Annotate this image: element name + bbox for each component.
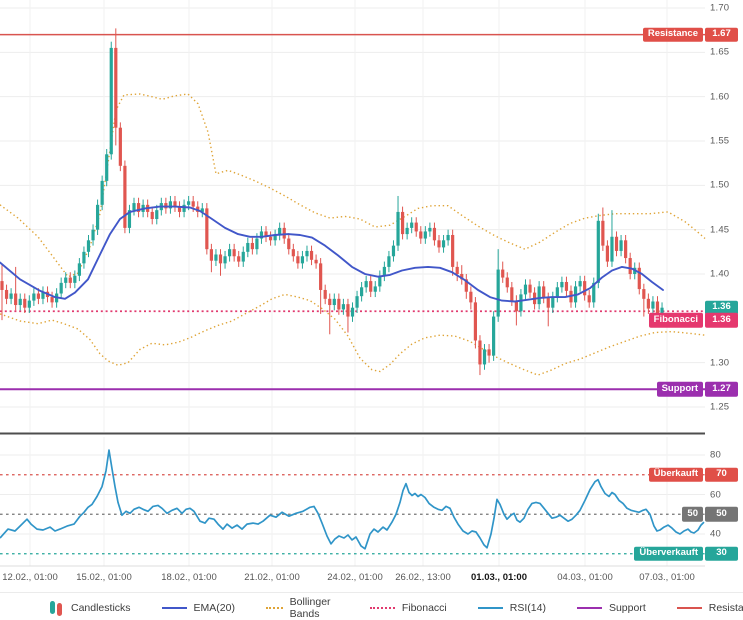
rsi-plot-area[interactable] bbox=[0, 437, 705, 566]
resistance-label-badge: Resistance bbox=[642, 27, 703, 42]
x-axis-label: 26.02., 13:00 bbox=[395, 572, 451, 583]
x-axis-label: 12.02., 01:00 bbox=[2, 572, 58, 583]
x-axis-label: 21.02., 01:00 bbox=[244, 572, 300, 583]
ema20-swatch-icon bbox=[161, 607, 187, 609]
x-axis-label: 18.02., 01:00 bbox=[161, 572, 217, 583]
y-axis-tick: 1.65 bbox=[710, 46, 730, 58]
legend-item-bollinger-bands[interactable]: Bollinger Bands bbox=[265, 596, 339, 620]
y-axis-tick: 1.70 bbox=[710, 2, 730, 14]
main-chart-plot-area[interactable] bbox=[0, 0, 705, 432]
support-value-badge: 1.27 bbox=[705, 382, 738, 397]
oversold-value-badge: 30 bbox=[705, 546, 738, 561]
legend-item-rsi14[interactable]: RSI(14) bbox=[477, 602, 546, 614]
rsi-line bbox=[0, 449, 705, 550]
y-axis-tick: 1.25 bbox=[710, 401, 730, 413]
candlesticks-icon bbox=[50, 600, 64, 616]
legend-divider bbox=[0, 592, 743, 593]
overbought-label-badge: Überkauft bbox=[648, 467, 703, 482]
y-axis-tick: 1.40 bbox=[710, 268, 730, 280]
bollinger-bands-swatch-icon bbox=[265, 607, 283, 609]
resistance-swatch-icon bbox=[676, 607, 702, 609]
y-axis-tick: 1.60 bbox=[710, 91, 730, 103]
support-label-badge: Support bbox=[656, 382, 703, 397]
legend-item-fibonacci[interactable]: Fibonacci bbox=[369, 602, 447, 614]
fibonacci-swatch-icon bbox=[369, 607, 395, 609]
chart-legend: Candlesticks EMA(20) Bollinger Bands Fibona… bbox=[0, 596, 743, 620]
legend-label: Bollinger Bands bbox=[289, 596, 331, 620]
bollinger-lower-line bbox=[0, 293, 706, 376]
legend-label: RSI(14) bbox=[509, 602, 546, 614]
oversold-label-badge: Überverkauft bbox=[634, 546, 703, 561]
resistance-value-badge: 1.67 bbox=[705, 27, 738, 42]
x-axis-label: 15.02., 01:00 bbox=[76, 572, 132, 583]
legend-item-support[interactable]: Support bbox=[576, 602, 646, 614]
legend-item-ema20[interactable]: EMA(20) bbox=[161, 602, 235, 614]
x-axis-label: 01.03., 01:00 bbox=[471, 572, 527, 583]
rsi-midline-value-badge: 50 bbox=[705, 507, 738, 522]
legend-item-candlesticks[interactable]: Candlesticks bbox=[50, 600, 131, 616]
legend-label: Resistance bbox=[708, 602, 743, 614]
legend-item-resistance[interactable]: Resistance bbox=[676, 602, 743, 614]
legend-label: Candlesticks bbox=[71, 602, 131, 614]
x-axis-label: 04.03., 01:00 bbox=[557, 572, 613, 583]
y-axis-tick: 1.45 bbox=[710, 224, 730, 236]
candles-series bbox=[0, 28, 664, 376]
rsi-midline-label-badge: 50 bbox=[682, 507, 703, 522]
ema-line bbox=[0, 205, 664, 303]
y-axis-tick: 1.50 bbox=[710, 179, 730, 191]
rsi-axis-tick: 60 bbox=[710, 489, 721, 500]
rsi-axis-tick: 40 bbox=[710, 528, 721, 540]
fibonacci-value-badge: 1.36 bbox=[705, 313, 738, 328]
rsi14-swatch-icon bbox=[477, 607, 503, 609]
support-swatch-icon bbox=[576, 607, 602, 609]
legend-label: Support bbox=[608, 602, 646, 614]
x-axis-label: 07.03., 01:00 bbox=[639, 572, 695, 583]
x-axis-label: 24.02., 01:00 bbox=[327, 572, 383, 583]
rsi-axis-tick: 80 bbox=[710, 449, 721, 461]
y-axis-tick: 1.30 bbox=[710, 357, 730, 369]
legend-label: EMA(20) bbox=[193, 602, 235, 614]
y-axis-tick: 1.55 bbox=[710, 135, 730, 147]
overbought-value-badge: 70 bbox=[705, 467, 738, 482]
last-price-value-badge: 1.36 bbox=[705, 300, 738, 315]
fibonacci-label-badge: Fibonacci bbox=[648, 313, 703, 328]
legend-label: Fibonacci bbox=[401, 602, 447, 614]
